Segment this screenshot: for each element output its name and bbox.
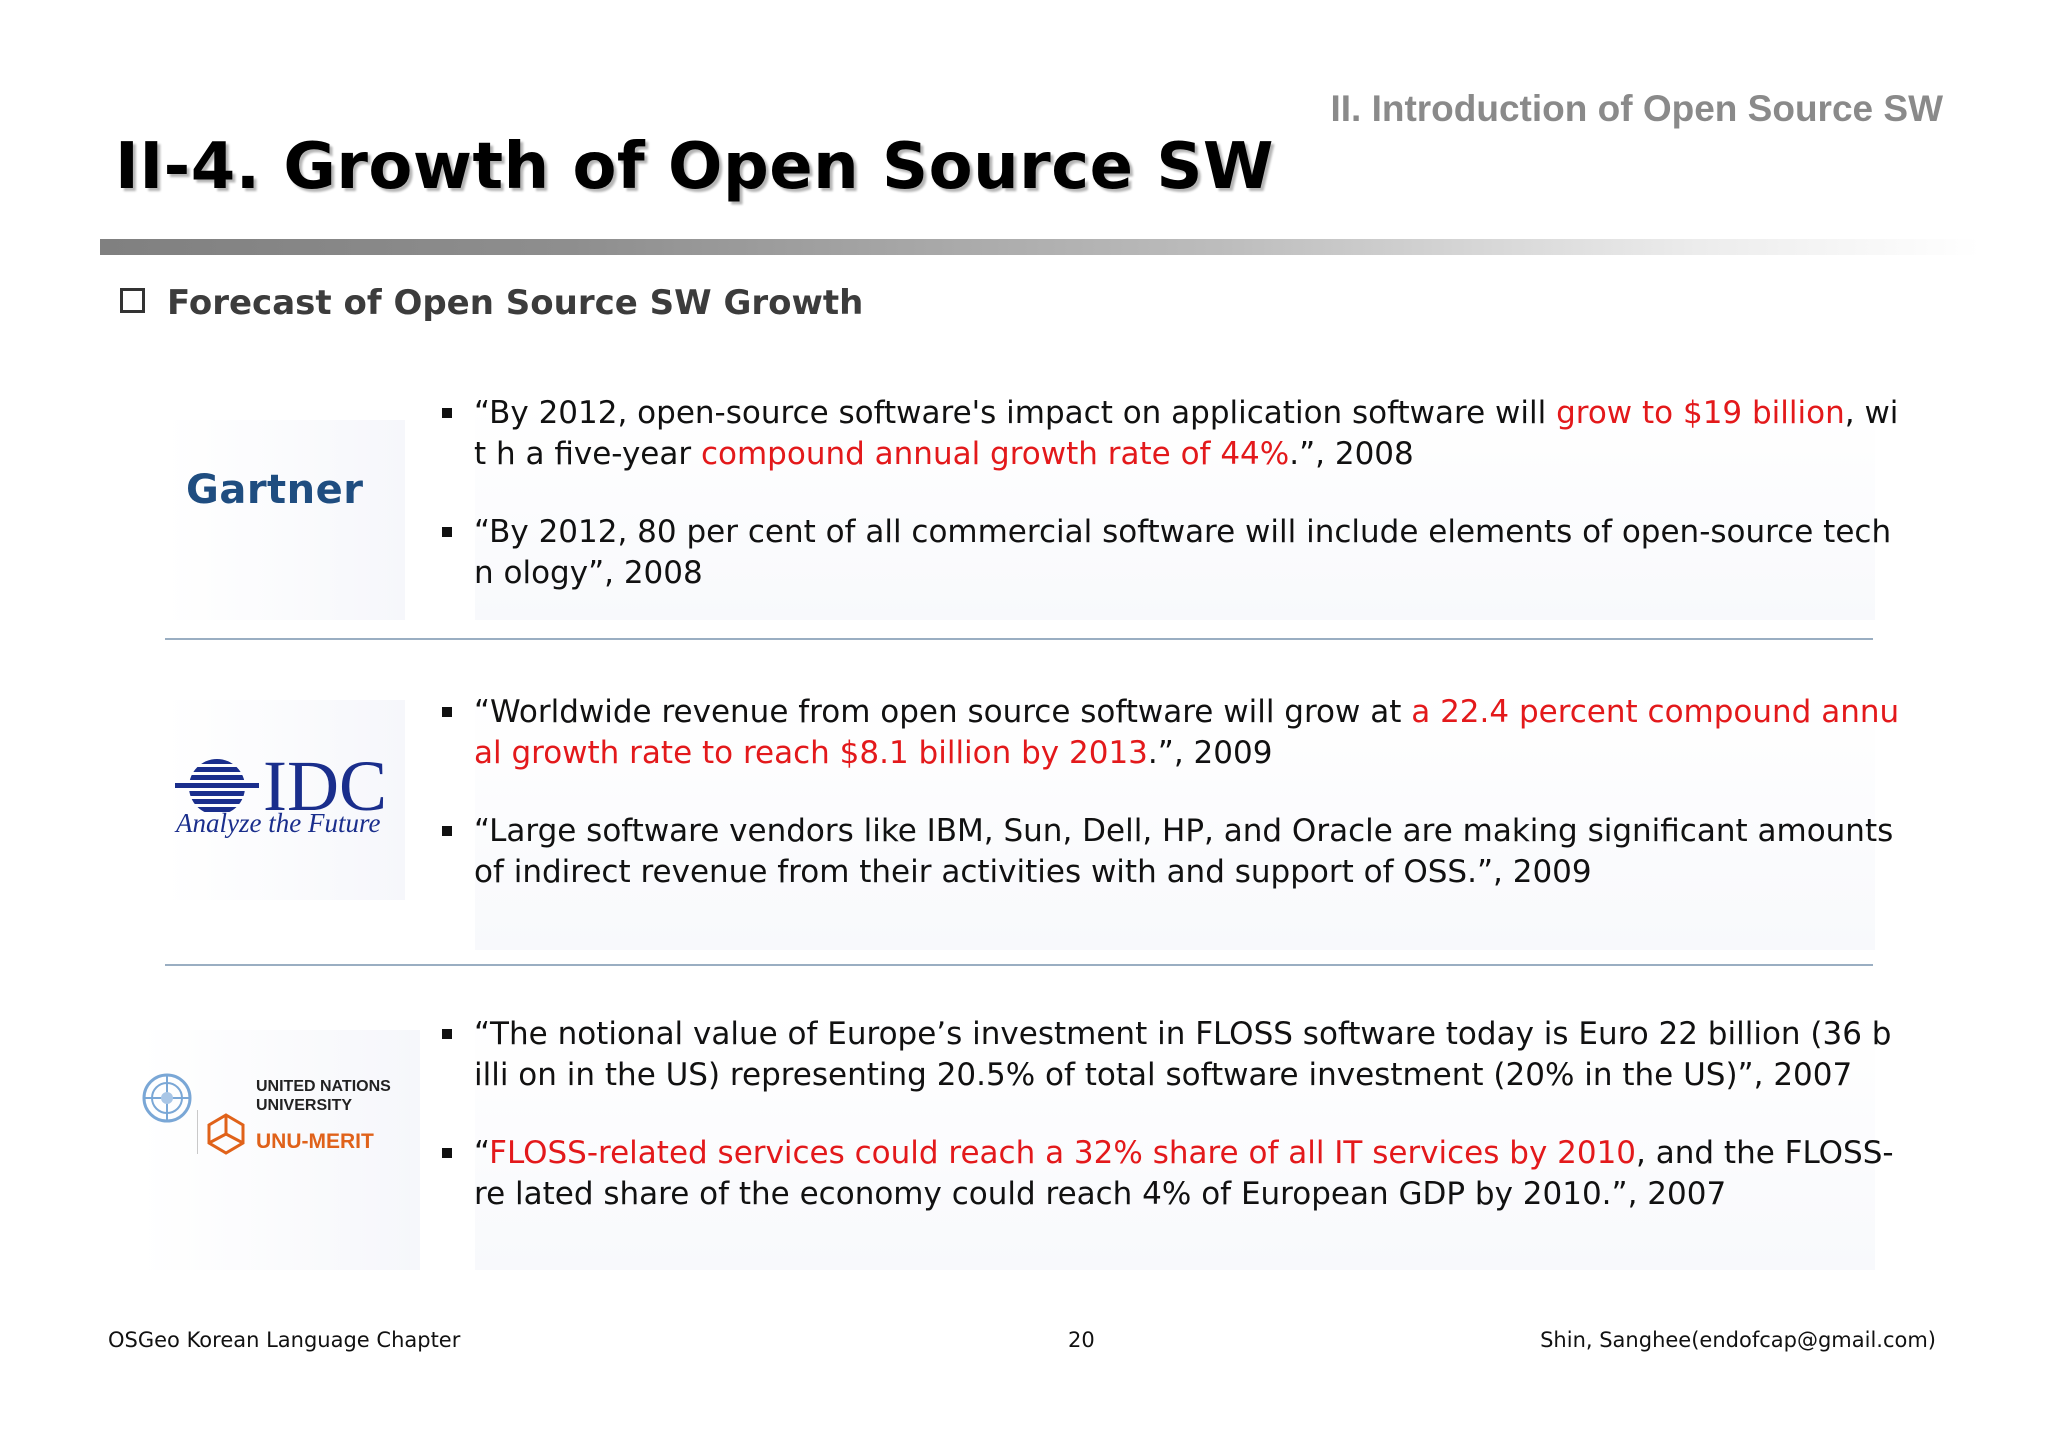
quote-text: “By 2012, 80 per cent of all commercial … (474, 514, 1892, 591)
footer-author: Shin, Sanghee(endofcap@gmail.com) (1540, 1328, 1936, 1352)
section-label: II. Introduction of Open Source SW (1330, 88, 1943, 129)
gartner-quotes: “By 2012, open-source software's impact … (440, 393, 1900, 631)
page-title: II-4. Growth of Open Source SW (115, 130, 1274, 204)
highlighted-text: FLOSS-related services could reach a 32%… (489, 1135, 1637, 1171)
unu-logo-line2: UNIVERSITY (256, 1097, 353, 1114)
quote-text: “Worldwide revenue from open source soft… (474, 694, 1412, 730)
quote-text: , and the FLOSS-re lated share of the ec… (474, 1135, 1894, 1212)
quote-text: .”, 2008 (1289, 436, 1414, 472)
unu-merit-emblem-icon (207, 1113, 245, 1155)
quote-item: “By 2012, 80 per cent of all commercial … (440, 512, 1900, 594)
idc-quote-panel (475, 690, 1875, 950)
unu-quote-panel (475, 1010, 1875, 1270)
title-rule (100, 239, 1980, 255)
gartner-logo: Gartner (186, 467, 364, 513)
quote-text: , wit h a five-year (474, 395, 1899, 472)
idc-quotes: “Worldwide revenue from open source soft… (440, 692, 1900, 930)
unu-logo-line1: UNITED NATIONS (256, 1078, 391, 1095)
square-bullet-icon (442, 826, 452, 836)
highlighted-text: compound annual growth rate of 44% (700, 436, 1290, 472)
square-bullet-icon (442, 408, 452, 418)
quote-item: “FLOSS-related services could reach a 32… (440, 1133, 1900, 1215)
footer-page-number: 20 (1068, 1328, 1095, 1352)
quote-item: “Worldwide revenue from open source soft… (440, 692, 1900, 774)
idc-globe-icon (175, 759, 259, 812)
highlighted-text: grow to $19 billion (1556, 395, 1845, 431)
unu-logo-panel (140, 1030, 420, 1270)
quote-item: “By 2012, open-source software's impact … (440, 393, 1900, 475)
unu-merit-wordmark: UNU-MERIT (256, 1130, 374, 1153)
idc-wordmark: IDC (263, 746, 387, 826)
unu-quotes: “The notional value of Europe’s investme… (440, 1014, 1900, 1252)
idc-tagline: Analyze the Future (176, 808, 381, 838)
highlighted-text: a 22.4 percent compound annu al growth r… (474, 694, 1900, 771)
subheading-text: Forecast of Open Source SW Growth (167, 283, 864, 323)
unu-divider (197, 1110, 198, 1154)
footer-organization: OSGeo Korean Language Chapter (108, 1328, 461, 1352)
separator-1 (165, 638, 1873, 640)
square-bullet-icon (442, 707, 452, 717)
square-bullet-icon (442, 527, 452, 537)
subheading: Forecast of Open Source SW Growth (120, 283, 863, 323)
square-bullet-icon (442, 1148, 452, 1158)
quote-item: “The notional value of Europe’s investme… (440, 1014, 1900, 1096)
quote-text: “ (474, 1135, 490, 1171)
separator-2 (165, 964, 1873, 966)
quote-text: “By 2012, open-source software's impact … (474, 395, 1557, 431)
square-bullet-icon (442, 1029, 452, 1039)
gartner-quote-panel (475, 405, 1875, 620)
un-emblem-icon (142, 1073, 192, 1123)
quote-item: “Large software vendors like IBM, Sun, D… (440, 811, 1900, 893)
checkbox-bullet-icon (120, 288, 145, 313)
quote-text: .”, 2009 (1147, 735, 1273, 771)
idc-logo: IDC (175, 750, 405, 845)
quote-text: “Large software vendors like IBM, Sun, D… (474, 813, 1894, 890)
quote-text: “The notional value of Europe’s investme… (474, 1016, 1892, 1093)
gartner-logo-panel (165, 420, 405, 620)
